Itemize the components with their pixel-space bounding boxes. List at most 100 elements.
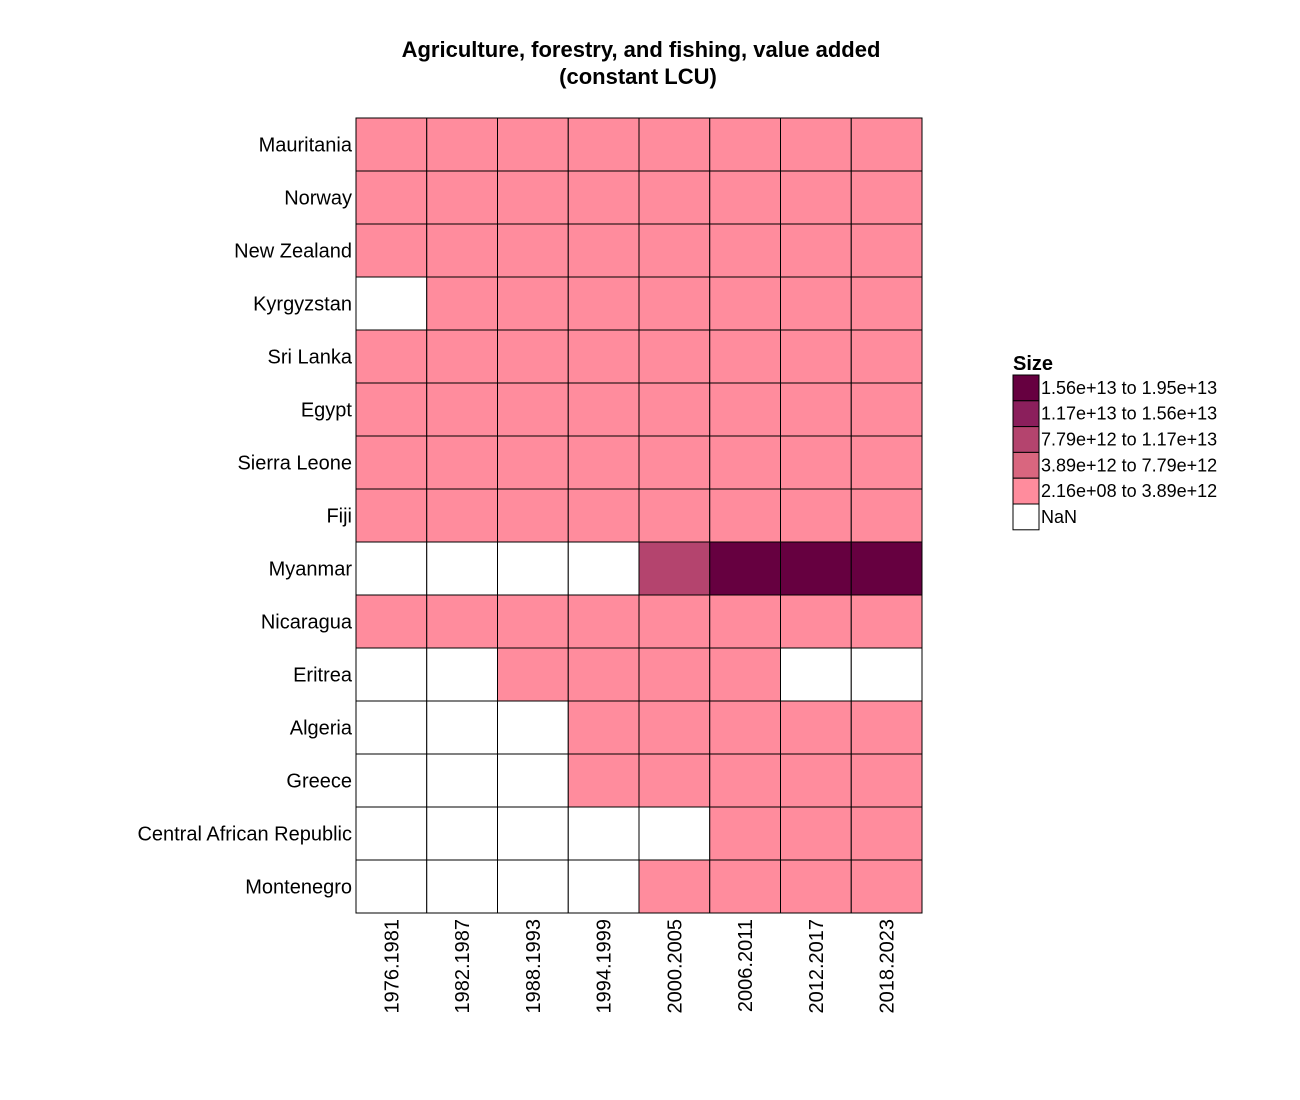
heatmap-cell (567, 594, 640, 649)
heatmap-cell (638, 488, 711, 543)
heatmap-cell (497, 329, 569, 384)
heatmap-cell (780, 276, 852, 331)
row-label: Algeria (290, 718, 353, 740)
heatmap-cell (567, 382, 640, 437)
heatmap-cell (355, 117, 428, 172)
column-label: 2000.2005 (664, 919, 686, 1014)
heatmap-cell (567, 700, 640, 755)
heatmap-cell (709, 170, 781, 225)
legend-swatch (1012, 374, 1040, 402)
heatmap-cell (780, 859, 852, 914)
legend-swatch (1012, 400, 1040, 428)
heatmap-cell (355, 223, 428, 278)
legend-title: Size (1013, 353, 1053, 375)
heatmap-cell (426, 223, 498, 278)
column-label: 2012.2017 (806, 919, 828, 1014)
row-label: Nicaragua (261, 612, 353, 634)
heatmap-cell (497, 382, 569, 437)
heatmap-cell (426, 488, 498, 543)
heatmap-cell (426, 170, 498, 225)
column-label: 1976.1981 (381, 919, 403, 1014)
heatmap-cell (850, 117, 923, 172)
heatmap-cell (780, 223, 852, 278)
heatmap-cell (567, 329, 640, 384)
heatmap-cell (426, 276, 498, 331)
heatmap-cell (638, 700, 711, 755)
heatmap-cell (709, 488, 781, 543)
heatmap-cell (426, 435, 498, 490)
heatmap-cell (567, 647, 640, 702)
heatmap-cells (355, 117, 923, 914)
heatmap-cell (567, 541, 640, 596)
heatmap-cell (780, 647, 852, 702)
row-label: Sierra Leone (237, 453, 352, 475)
heatmap-cell (709, 117, 781, 172)
heatmap-cell (426, 647, 498, 702)
heatmap-cell (850, 753, 923, 808)
heatmap-cell (355, 435, 428, 490)
legend-swatch (1012, 503, 1040, 531)
legend-swatch (1012, 477, 1040, 505)
heatmap-cell (567, 859, 640, 914)
heatmap-cell (497, 488, 569, 543)
heatmap-cell (850, 488, 923, 543)
column-label: 2006.2011 (735, 919, 757, 1012)
heatmap-cell (638, 117, 711, 172)
chart-title-line-1: Agriculture, forestry, and fishing, valu… (402, 37, 881, 62)
heatmap-cell (567, 170, 640, 225)
heatmap-cell (780, 382, 852, 437)
heatmap-cell (850, 806, 923, 861)
column-label: 1994.1999 (594, 919, 616, 1014)
heatmap-cell (780, 594, 852, 649)
heatmap-cell (497, 859, 569, 914)
legend-label: 1.56e+13 to 1.95e+13 (1041, 378, 1217, 398)
heatmap-cell (355, 806, 428, 861)
heatmap-cell (497, 594, 569, 649)
row-label: New Zealand (234, 241, 352, 263)
heatmap-cell (709, 806, 781, 861)
heatmap-cell (780, 329, 852, 384)
heatmap-cell (567, 753, 640, 808)
heatmap-cell (567, 435, 640, 490)
row-label: Eritrea (293, 665, 353, 687)
row-labels: Mauritania Norway New Zealand Kyrgyzstan Sri… (137, 135, 352, 899)
heatmap-cell (709, 382, 781, 437)
heatmap-cell (638, 541, 711, 596)
row-label: Mauritania (259, 135, 353, 157)
row-label: Montenegro (245, 877, 352, 899)
heatmap-cell (638, 435, 711, 490)
heatmap-cell (780, 488, 852, 543)
heatmap-cell (497, 541, 569, 596)
heatmap-cell (355, 700, 428, 755)
heatmap-cell (709, 647, 781, 702)
heatmap-cell (497, 647, 569, 702)
heatmap-cell (638, 806, 711, 861)
legend-label: 1.17e+13 to 1.56e+13 (1041, 404, 1217, 424)
column-labels: 1976.1981 1982.1987 1988.1993 1994.1999 2000… (381, 919, 898, 1014)
heatmap-cell (355, 488, 428, 543)
row-label: Kyrgyzstan (253, 294, 352, 316)
heatmap-cell (355, 594, 428, 649)
heatmap-cell (780, 435, 852, 490)
row-label: Central African Republic (137, 824, 352, 846)
heatmap-cell (497, 435, 569, 490)
heatmap-cell (850, 435, 923, 490)
heatmap-cell (780, 117, 852, 172)
heatmap-cell (850, 647, 923, 702)
heatmap-cell (850, 700, 923, 755)
heatmap-cell (709, 594, 781, 649)
heatmap-cell (638, 859, 711, 914)
heatmap-cell (426, 594, 498, 649)
heatmap-cell (426, 753, 498, 808)
column-label: 1988.1993 (523, 919, 545, 1014)
heatmap-cell (638, 382, 711, 437)
heatmap-cell (426, 700, 498, 755)
heatmap-cell (497, 117, 569, 172)
heatmap-cell (638, 647, 711, 702)
heatmap-cell (355, 170, 428, 225)
heatmap-cell (355, 276, 428, 331)
heatmap-cell (426, 859, 498, 914)
heatmap-cell (780, 806, 852, 861)
heatmap-cell (850, 382, 923, 437)
heatmap-cell (709, 223, 781, 278)
